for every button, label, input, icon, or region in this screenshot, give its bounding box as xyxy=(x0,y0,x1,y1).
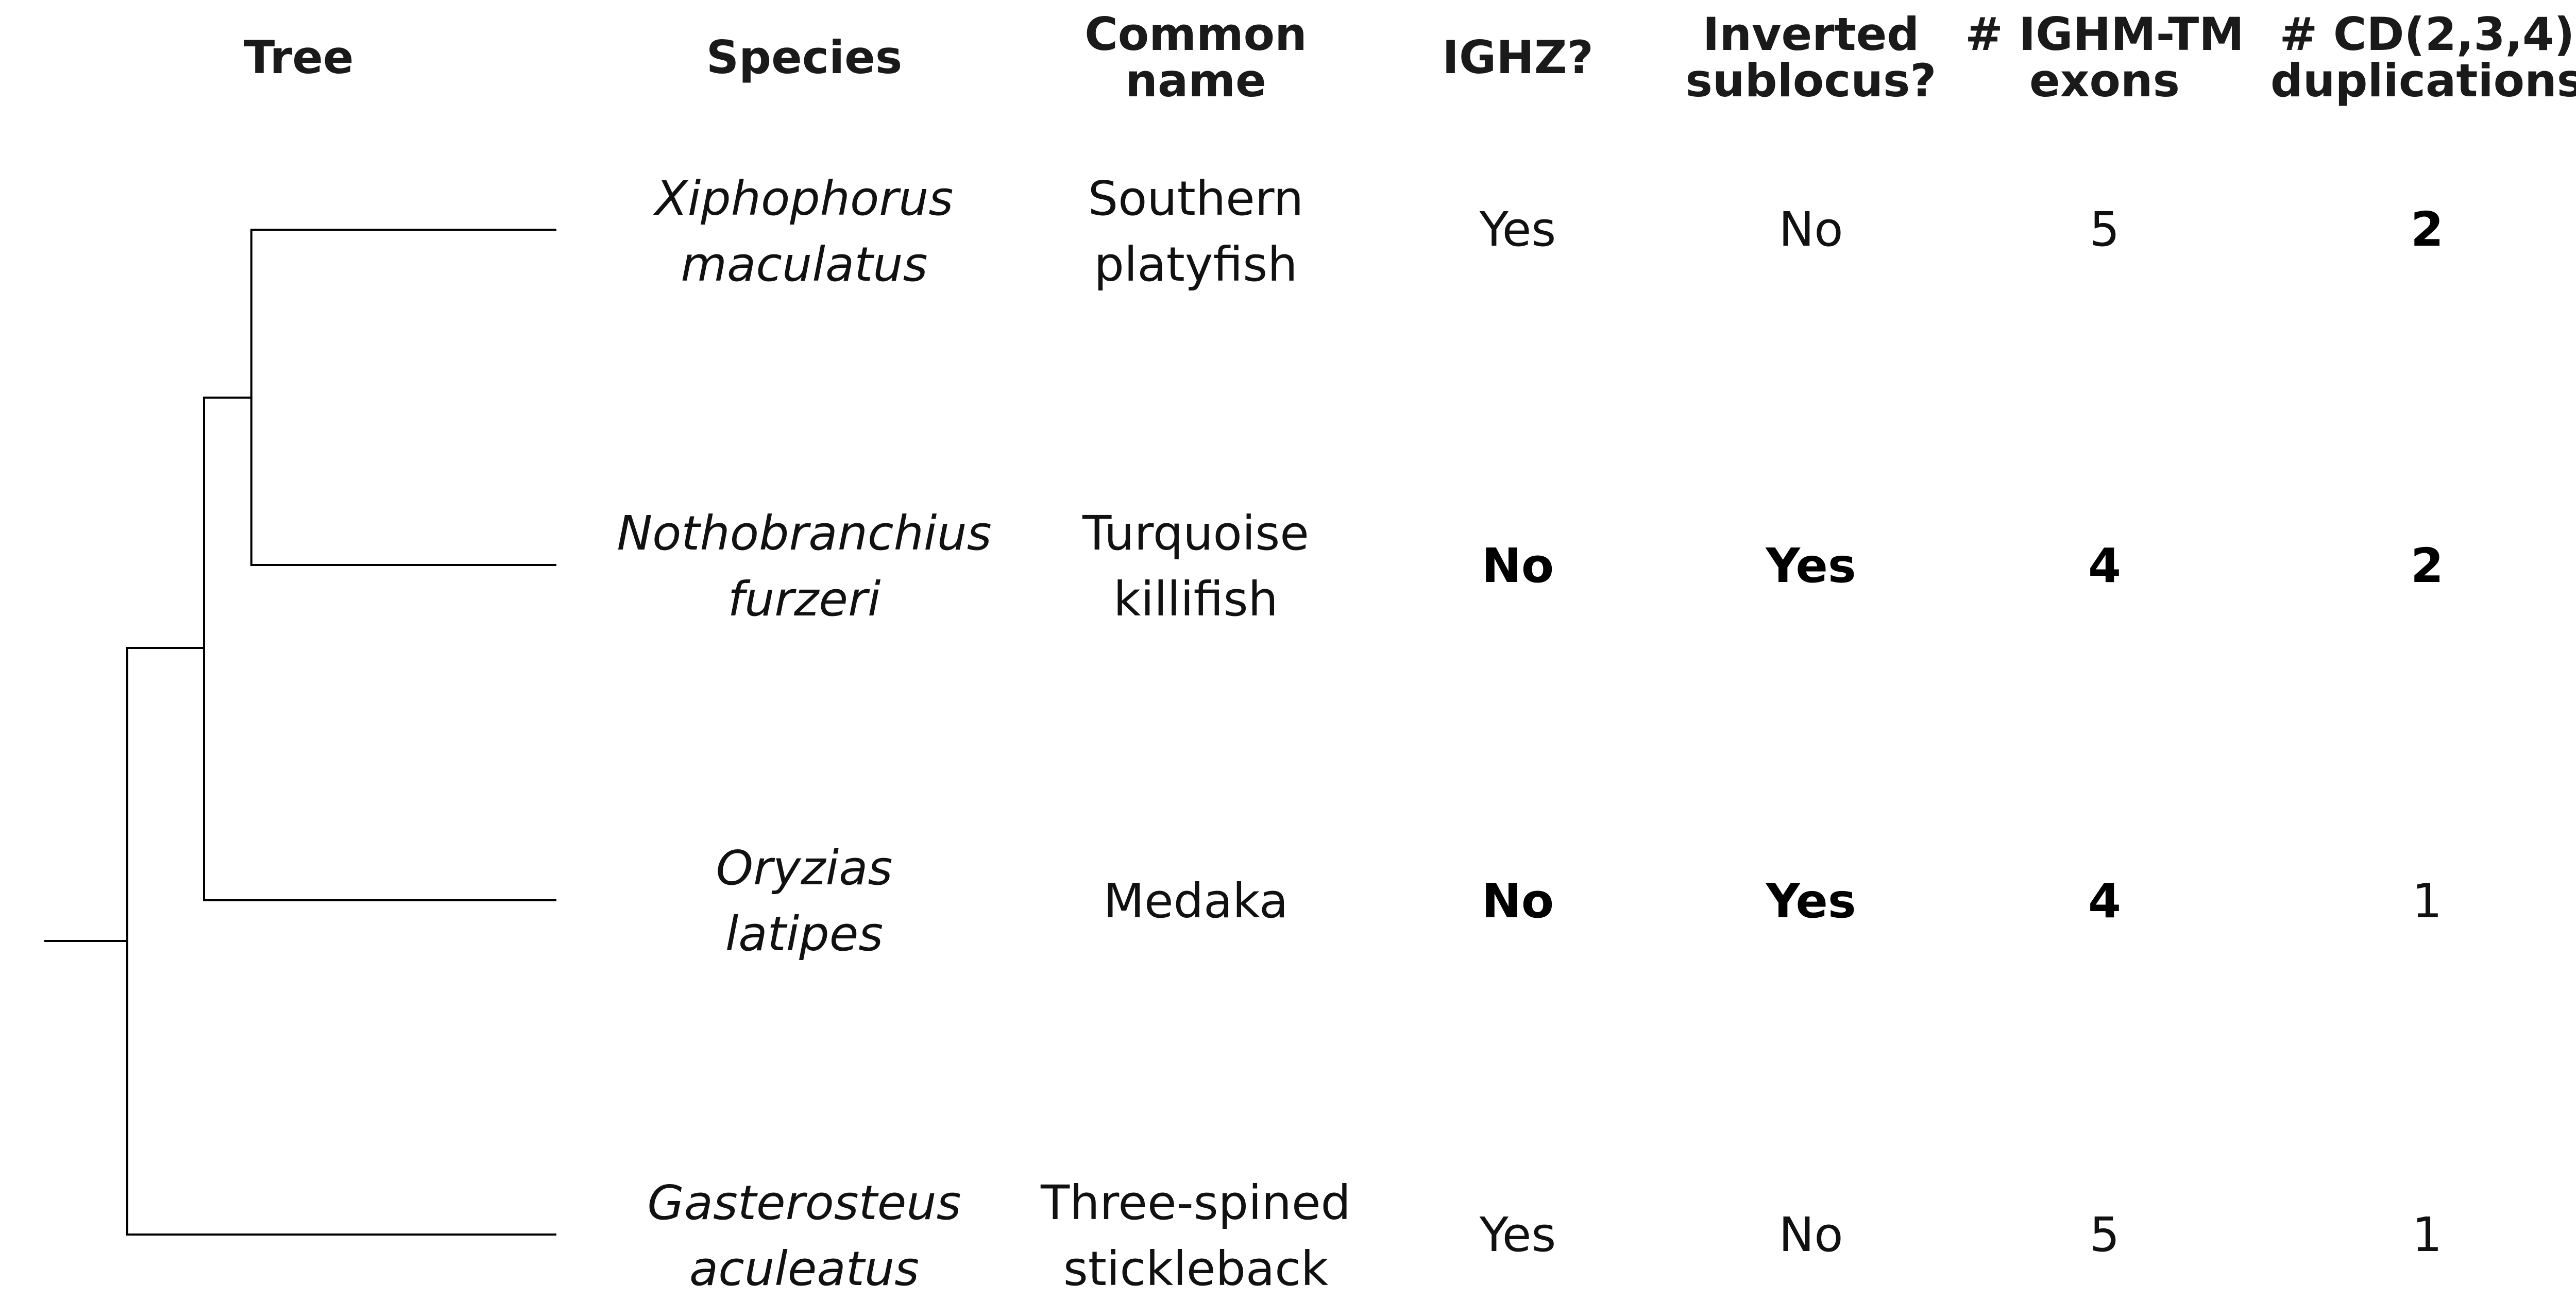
row-2-cd-duplications: 2 xyxy=(2410,538,2444,593)
header-tree-label: Tree xyxy=(244,31,354,84)
row-2-inverted: Yes xyxy=(1766,538,1856,593)
header-inverted-sublocus: Inverted sublocus? xyxy=(1686,11,1937,104)
row-4-common-name: Three-spined stickleback xyxy=(1041,1170,1351,1302)
header-cd-duplications: # CD(2,3,4) duplications xyxy=(2270,11,2576,104)
row-2-species: Nothobranchius furzeri xyxy=(617,501,991,632)
header-cd-line1: # CD(2,3,4) xyxy=(2279,8,2575,61)
header-common-name-line2: name xyxy=(1125,54,1266,107)
row-2-common-line2: killifish xyxy=(1113,572,1278,627)
row-4-common-line1: Three-spined xyxy=(1041,1175,1351,1230)
row-2-species-epithet: furzeri xyxy=(727,572,881,627)
row-2-common-line1: Turquoise xyxy=(1082,506,1309,561)
row-3-ighm-exons: 4 xyxy=(2088,873,2122,929)
row-3-species: Oryzias latipes xyxy=(716,835,893,967)
header-tree: Tree xyxy=(244,35,353,81)
row-1-cd-duplications: 2 xyxy=(2410,202,2444,257)
row-4-ighz: Yes xyxy=(1479,1207,1556,1262)
header-ighz: IGHZ? xyxy=(1442,35,1593,81)
row-1-ighm-exons: 5 xyxy=(2089,202,2120,257)
row-4-ighm-exons: 5 xyxy=(2089,1207,2120,1262)
header-inverted-line1: Inverted xyxy=(1702,8,1920,61)
header-inverted-line2: sublocus? xyxy=(1685,54,1937,107)
row-1-species-epithet: maculatus xyxy=(681,237,928,292)
row-4-species-epithet: aculeatus xyxy=(689,1241,920,1296)
row-1-common-name: Southern platyfish xyxy=(1088,166,1304,298)
row-3-inverted: Yes xyxy=(1766,873,1856,929)
row-4-species: Gasterosteus aculeatus xyxy=(647,1170,961,1302)
row-2-ighm-exons: 4 xyxy=(2088,538,2122,593)
header-common-name: Common name xyxy=(1084,11,1307,104)
header-cd-line2: duplications xyxy=(2270,54,2576,107)
row-1-common-line2: platyfish xyxy=(1094,237,1298,292)
header-ighm-line1: # IGHM-TM xyxy=(1965,8,2244,61)
row-4-genus: Gasterosteus xyxy=(647,1175,961,1230)
row-3-common-name: Medaka xyxy=(1104,868,1289,934)
header-ighm-tm-exons: # IGHM-TM exons xyxy=(1965,11,2244,104)
header-species: Species xyxy=(706,35,902,81)
row-1-inverted: No xyxy=(1778,202,1843,257)
row-1-common-line1: Southern xyxy=(1088,171,1304,226)
row-3-common-line1: Medaka xyxy=(1103,873,1289,929)
row-3-genus: Oryzias xyxy=(716,841,893,896)
row-2-genus: Nothobranchius xyxy=(617,506,992,561)
row-4-common-line2: stickleback xyxy=(1063,1241,1329,1296)
row-3-species-epithet: latipes xyxy=(725,906,884,962)
row-2-ighz: No xyxy=(1481,538,1554,593)
row-1-ighz: Yes xyxy=(1479,202,1556,257)
row-1-species: Xiphophorus maculatus xyxy=(655,166,954,298)
header-ighz-label: IGHZ? xyxy=(1442,31,1594,84)
header-common-name-line1: Common xyxy=(1084,8,1307,61)
row-2-common-name: Turquoise killifish xyxy=(1082,501,1309,632)
row-4-cd-duplications: 1 xyxy=(2412,1207,2443,1262)
row-3-ighz: No xyxy=(1481,873,1554,929)
row-3-cd-duplications: 1 xyxy=(2412,873,2443,929)
header-ighm-line2: exons xyxy=(2029,54,2180,107)
row-4-inverted: No xyxy=(1778,1207,1843,1262)
row-1-genus: Xiphophorus xyxy=(655,171,954,226)
header-species-label: Species xyxy=(706,31,903,84)
